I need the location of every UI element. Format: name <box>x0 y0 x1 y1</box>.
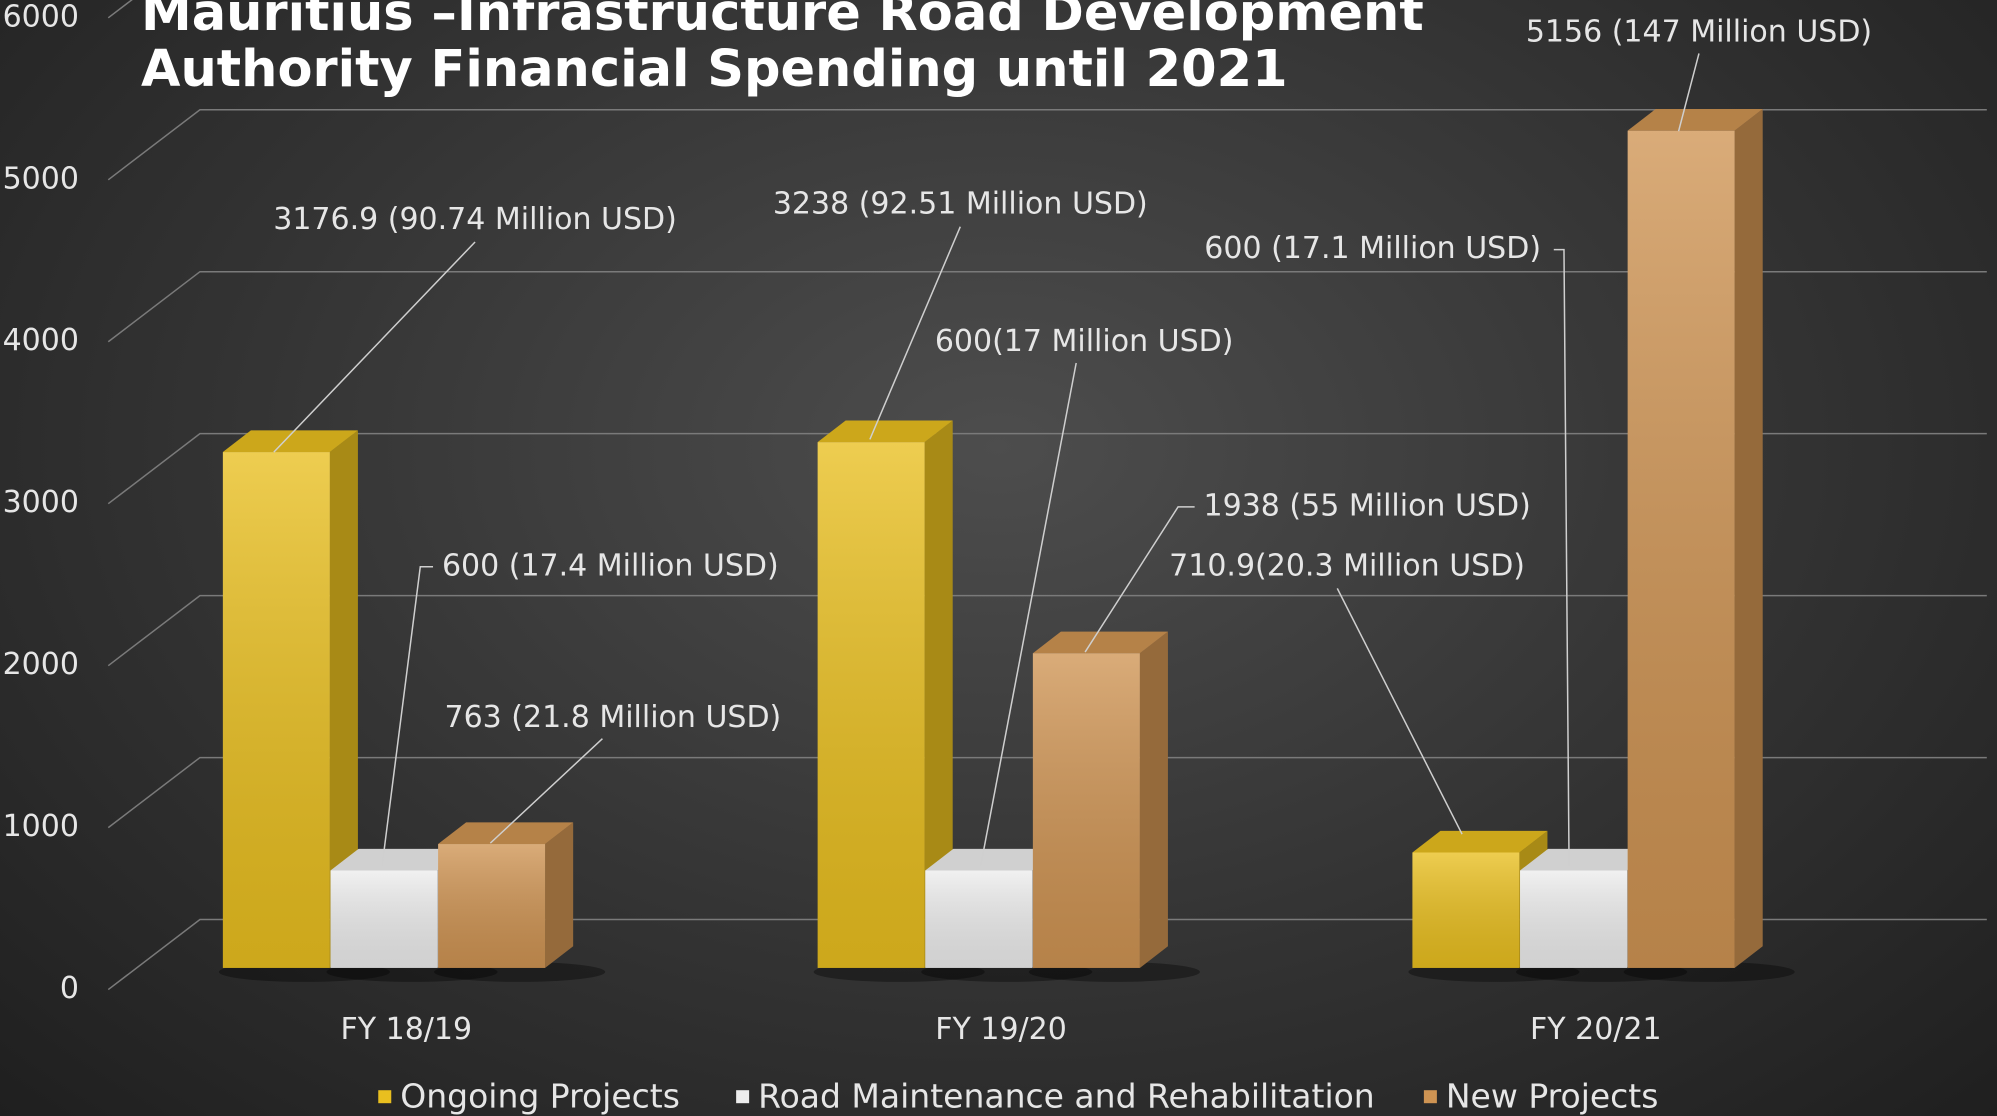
data-label: 600 (17.1 Million USD) <box>1204 231 1541 266</box>
bar-side-shade <box>545 822 574 968</box>
data-label: 1938 (55 Million USD) <box>1204 488 1531 523</box>
grid-line <box>107 108 1987 181</box>
bar-gloss <box>1627 130 1735 968</box>
leader-line <box>1336 588 1463 835</box>
grid-line <box>107 432 1987 505</box>
data-label: 763 (21.8 Million USD) <box>444 700 781 735</box>
y-tick-label: 4000 <box>3 323 79 358</box>
bar-top <box>1627 109 1763 131</box>
leader-line <box>381 566 434 867</box>
bar-top <box>222 430 358 453</box>
bar-top-shade <box>925 848 1061 871</box>
leader-line <box>979 362 1077 867</box>
data-label: 5156 (147 Million USD) <box>1526 15 1872 50</box>
bar-side-shade <box>1139 631 1168 968</box>
bar-gloss <box>817 442 925 968</box>
bar-side-shade <box>329 430 358 968</box>
grid-line <box>107 270 1987 343</box>
leader-line <box>869 226 961 440</box>
bar-top-shade <box>1627 109 1763 131</box>
grid-line <box>107 594 1987 667</box>
bar-side-shade <box>1734 109 1763 968</box>
bar-side <box>329 430 358 968</box>
legend-swatch <box>1423 1090 1437 1104</box>
legend-label: Ongoing Projects <box>400 1076 680 1115</box>
data-label: 3238 (92.51 Million USD) <box>773 187 1148 222</box>
chart-title: Mauritius –Infrastructure Road Developme… <box>141 0 1424 99</box>
bar-gloss <box>222 452 330 968</box>
legend-label: New Projects <box>1446 1076 1659 1115</box>
y-tick-label: 1000 <box>3 809 79 844</box>
bar-gloss <box>438 844 546 968</box>
bar-gloss <box>1412 852 1520 968</box>
y-tick-label: 0 <box>60 971 79 1006</box>
bar-top <box>1412 830 1548 853</box>
bar-top-shade <box>1520 848 1656 871</box>
bar-top-shade <box>222 430 358 453</box>
bar-side <box>924 420 953 968</box>
leader-line <box>1677 53 1700 132</box>
bar-top <box>1032 631 1168 654</box>
bar-side-shade <box>924 420 953 968</box>
bar-gloss <box>1520 870 1628 968</box>
data-label: 600 (17.4 Million USD) <box>442 548 779 583</box>
bar-top-shade <box>1032 631 1168 654</box>
bar-top <box>925 848 1061 871</box>
leader-line <box>273 241 476 453</box>
x-tick-label: FY 18/19 <box>340 1012 472 1047</box>
bar-gloss <box>330 870 438 968</box>
x-tick-label: FY 19/20 <box>935 1012 1067 1047</box>
leader-line <box>1553 248 1570 867</box>
bar-top <box>330 848 466 871</box>
bar-side <box>1139 631 1168 968</box>
data-label: 3176.9 (90.74 Million USD) <box>273 202 677 237</box>
bar-side <box>1734 109 1763 968</box>
legend-swatch <box>378 1090 392 1104</box>
grid-line <box>107 756 1987 829</box>
legend-label: Road Maintenance and Rehabilitation <box>758 1076 1375 1115</box>
bar-top-shade <box>1412 830 1548 853</box>
y-tick-label: 6000 <box>3 0 79 34</box>
y-tick-label: 5000 <box>3 161 79 196</box>
y-tick-label: 2000 <box>3 647 79 682</box>
bar-top-shade <box>438 822 574 845</box>
data-label: 710.9(20.3 Million USD) <box>1169 548 1525 583</box>
leader-line <box>1084 506 1195 653</box>
bar-top <box>438 822 574 845</box>
data-label: 600(17 Million USD) <box>935 324 1234 359</box>
legend-swatch <box>736 1090 750 1104</box>
grid-line <box>107 918 1987 991</box>
x-tick-label: FY 20/21 <box>1530 1012 1662 1047</box>
bar-gloss <box>925 870 1033 968</box>
leader-line <box>489 738 603 844</box>
bar-top-shade <box>817 420 953 443</box>
bar-gloss <box>1032 653 1140 968</box>
y-tick-label: 3000 <box>3 485 79 520</box>
bar-top-shade <box>330 848 466 871</box>
bar-side <box>545 822 574 968</box>
bar-top <box>817 420 953 443</box>
bar-top <box>1520 848 1656 871</box>
